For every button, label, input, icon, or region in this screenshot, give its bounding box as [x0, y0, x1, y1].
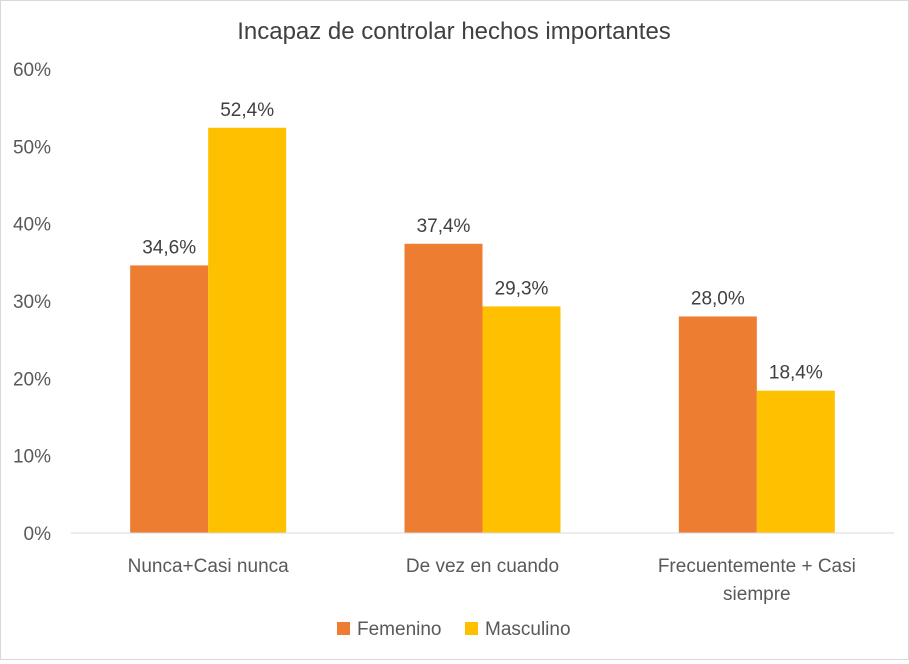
x-tick-label: Frecuentemente + Casi [658, 556, 856, 577]
data-label: 18,4% [769, 363, 823, 384]
bar-masculino [208, 127, 287, 534]
bar-masculino [756, 390, 835, 533]
y-tick-label: 40% [13, 215, 51, 236]
data-label: 29,3% [495, 278, 549, 299]
x-tick-label: Nunca+Casi nunca [128, 556, 290, 577]
y-tick-label: 30% [13, 292, 51, 313]
x-tick-label: siempre [723, 584, 791, 605]
bar-femenino [404, 243, 483, 534]
legend: Femenino Masculino [337, 619, 571, 640]
bar-femenino [678, 316, 757, 533]
legend-swatch-femenino [337, 622, 350, 635]
y-tick-label: 10% [13, 447, 51, 468]
bar-femenino [130, 265, 209, 533]
data-label: 28,0% [691, 288, 745, 309]
bar-masculino [482, 306, 561, 533]
x-tick-label: De vez en cuando [406, 556, 559, 577]
x-axis: Nunca+Casi nunca De vez en cuando Frecuent… [71, 532, 894, 605]
y-tick-label: 60% [13, 60, 51, 81]
chart-title: Incapaz de controlar hechos importantes [237, 18, 671, 45]
y-axis: 0% 10% 20% 30% 40% 50% 60% [13, 60, 51, 545]
data-label: 37,4% [417, 216, 471, 237]
y-tick-label: 20% [13, 369, 51, 390]
data-label: 34,6% [142, 237, 196, 258]
legend-label-femenino: Femenino [357, 619, 442, 640]
legend-label-masculino: Masculino [485, 619, 571, 640]
y-tick-label: 0% [24, 524, 52, 545]
y-tick-label: 50% [13, 137, 51, 158]
legend-swatch-masculino [465, 622, 478, 635]
data-label: 52,4% [220, 100, 274, 121]
bars-group: 34,6% 52,4% 37,4% 29,3% 28,0% 18,4% [130, 100, 835, 534]
